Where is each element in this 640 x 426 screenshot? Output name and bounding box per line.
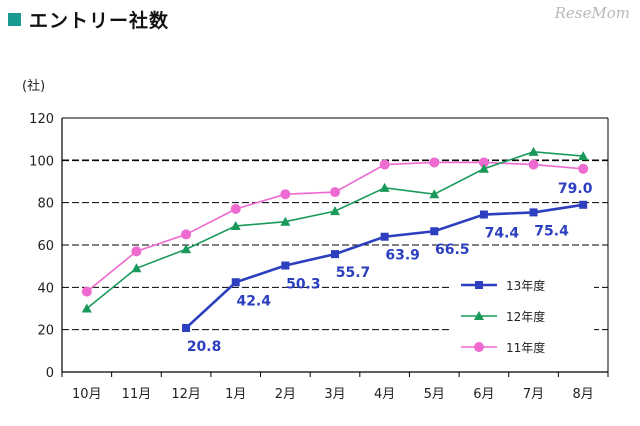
data-label: 74.4 (485, 226, 520, 242)
data-point (280, 189, 291, 200)
data-label: 42.4 (236, 293, 271, 309)
data-point (331, 250, 339, 259)
data-point (230, 204, 241, 215)
x-tick-label: 7月 (523, 387, 544, 402)
legend-marker (474, 311, 484, 320)
y-tick-label-100: 100 (29, 154, 54, 169)
data-point (579, 200, 588, 209)
watermark: ReseMom (554, 4, 630, 22)
data-point (131, 246, 142, 257)
data-point (529, 208, 538, 217)
data-point (429, 157, 440, 168)
grid-lines (62, 117, 608, 331)
title-bar: エントリー社数 (8, 6, 169, 32)
data-point (81, 303, 92, 313)
data-label: 79.0 (558, 181, 593, 197)
legend-marker (474, 342, 484, 352)
legend-label: 13年度 (506, 278, 545, 293)
x-tick-label: 2月 (275, 387, 296, 402)
y-axis-label: (社) (22, 78, 45, 94)
x-tick-label: 8月 (573, 387, 594, 402)
data-point (528, 146, 539, 156)
data-point (578, 163, 589, 174)
data-point (81, 286, 92, 297)
data-label: 50.3 (286, 277, 321, 293)
x-tick-label: 12月 (171, 387, 201, 402)
data-point (281, 261, 290, 270)
data-point (379, 159, 390, 170)
data-label: 75.4 (534, 223, 569, 239)
data-point (430, 227, 439, 236)
y-tick-label-20: 20 (37, 324, 54, 339)
y-tick-label-0: 0 (46, 366, 54, 381)
x-tick-label: 1月 (225, 387, 246, 402)
y-tick-label-60: 60 (37, 239, 54, 254)
data-point (181, 229, 192, 240)
data-point (230, 220, 241, 230)
data-point (181, 244, 192, 254)
x-tick-label: 6月 (473, 387, 494, 402)
data-labels: 20.8 42.4 50.3 55.7 63.9 66.5 74.4 75.4 79.0 (187, 181, 593, 355)
data-point (478, 163, 489, 173)
y-tick-label-80: 80 (37, 197, 54, 212)
y-tick-label-40: 40 (37, 281, 54, 296)
data-point (478, 157, 489, 168)
x-tick-label: 10月 (72, 387, 102, 402)
y-tick-labels: 0 20 40 60 80 100 120 (29, 112, 54, 381)
data-label: 63.9 (385, 248, 420, 264)
data-point (231, 278, 240, 287)
data-point (429, 189, 440, 199)
legend-label: 11年度 (506, 340, 545, 355)
data-point (528, 159, 539, 170)
data-point (182, 323, 191, 332)
data-point (280, 216, 291, 226)
data-point (131, 263, 142, 273)
data-point (578, 151, 589, 161)
data-point (330, 187, 340, 198)
data-point (379, 182, 390, 192)
series-lines (81, 146, 589, 332)
data-label: 55.7 (336, 265, 371, 281)
data-label: 20.8 (187, 339, 222, 355)
x-tick-label: 3月 (324, 387, 345, 402)
x-tick-labels: 10月 11月 12月 1月 2月 3月 4月 5月 6月 7月 8月 (72, 387, 594, 402)
data-label: 66.5 (435, 242, 470, 258)
legend-marker (475, 281, 483, 289)
y-tick-label-120: 120 (29, 112, 54, 127)
legend-label: 12年度 (506, 309, 545, 324)
data-point (380, 232, 389, 241)
chart-title: エントリー社数 (29, 9, 170, 32)
x-tick-label: 11月 (122, 387, 152, 402)
data-point (479, 210, 488, 219)
title-square-icon (8, 12, 21, 26)
data-point (330, 206, 340, 216)
axes (61, 118, 609, 377)
x-tick-label: 5月 (424, 387, 445, 402)
legend: 13年度 12年度 11年度 (452, 272, 594, 362)
x-tick-label: 4月 (374, 387, 395, 402)
